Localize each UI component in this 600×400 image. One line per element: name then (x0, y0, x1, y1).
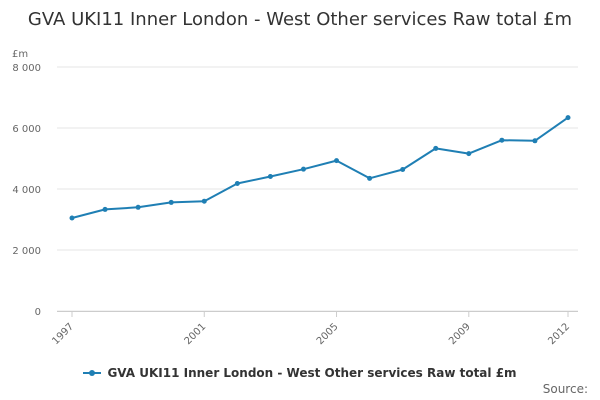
x-tick-label: 2012 (546, 321, 572, 347)
data-point (135, 204, 141, 210)
gridlines (57, 66, 578, 312)
data-point (201, 198, 207, 204)
legend-item[interactable]: GVA UKI11 Inner London - West Other serv… (83, 366, 517, 380)
data-point (565, 115, 571, 121)
y-tick-label: 4 000 (12, 185, 41, 196)
legend-label: GVA UKI11 Inner London - West Other serv… (107, 366, 517, 380)
x-tick-label: 1997 (50, 321, 76, 347)
y-tick-label: 2 000 (12, 246, 41, 257)
y-axis: 0 2 000 4 000 6 000 8 000 (12, 63, 41, 318)
x-tick-label: 2005 (315, 321, 341, 347)
data-point (367, 175, 373, 181)
data-point (234, 181, 240, 187)
y-tick-label: 0 (35, 307, 41, 318)
data-point (433, 145, 439, 151)
data-point (300, 166, 306, 172)
data-point (168, 199, 174, 205)
data-point (499, 137, 505, 143)
series (69, 115, 571, 221)
data-point (267, 173, 273, 179)
data-point (466, 151, 472, 157)
source-credit: Source: (542, 382, 588, 396)
x-tick-label: 2001 (183, 321, 209, 347)
legend-line-marker-icon (83, 367, 102, 379)
data-point (532, 138, 538, 144)
x-tick-label: 2009 (447, 321, 473, 347)
y-tick-label: 6 000 (12, 124, 41, 135)
data-point (334, 158, 340, 164)
data-point (400, 166, 406, 172)
data-point (69, 215, 75, 221)
y-tick-label: 8 000 (12, 63, 41, 74)
series-line (71, 116, 569, 219)
chart-title: GVA UKI11 Inner London - West Other serv… (27, 9, 573, 30)
y-axis-label: £m (12, 49, 28, 60)
legend: GVA UKI11 Inner London - West Other serv… (0, 364, 600, 382)
data-point (102, 206, 108, 212)
x-axis: 1997 2001 2005 2009 2012 (50, 311, 578, 347)
